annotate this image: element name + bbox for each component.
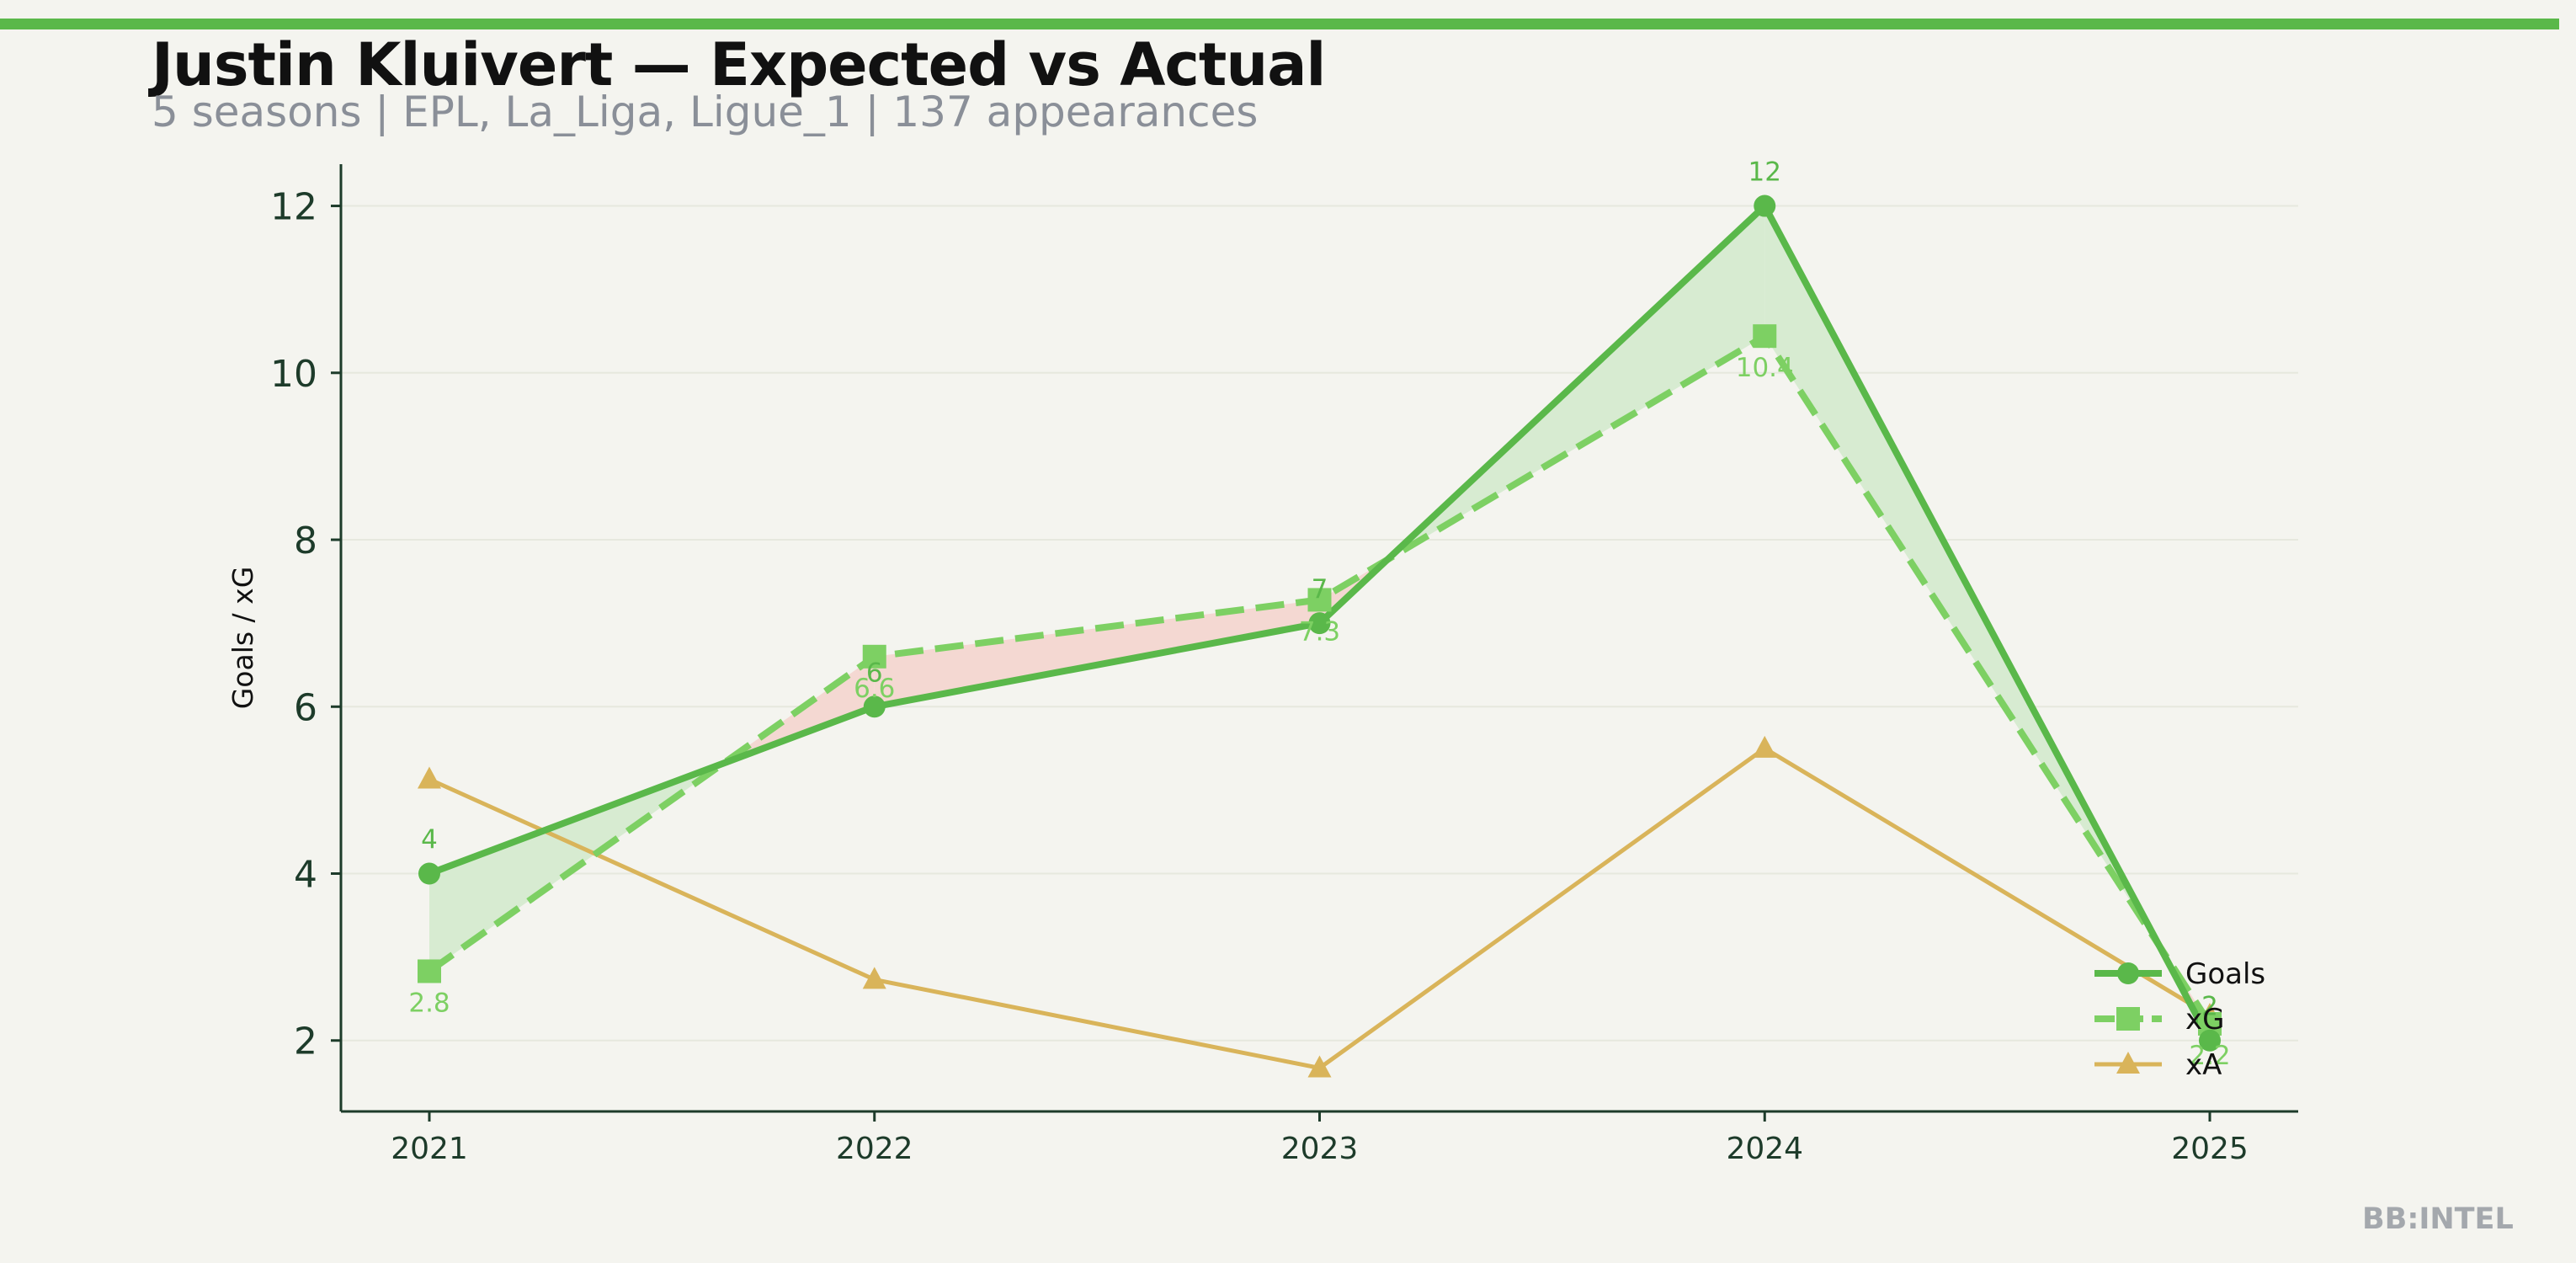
x-tick-label: 2023 <box>1281 1132 1359 1166</box>
series-markers <box>418 195 2222 1078</box>
legend-xa-marker <box>2116 1052 2140 1074</box>
xa-marker <box>418 766 441 789</box>
goals-marker <box>418 862 440 885</box>
y-axis-label: Goals / xG <box>226 567 259 710</box>
xg-data-label: 6.6 <box>854 674 895 704</box>
x-tick-label: 2025 <box>2171 1132 2249 1166</box>
axes: 2 4 6 8 10 12 2021 2022 2023 2024 2025 Goals / xG <box>226 164 2298 1166</box>
xg-data-label: 10.4 <box>1736 353 1794 383</box>
x-tick-label: 2021 <box>391 1132 468 1166</box>
chart-title: Justin Kluivert — Expected vs Actual <box>152 30 1326 99</box>
xg-marker <box>1753 324 1777 349</box>
data-labels: 4 6 7 12 2 2.8 6.6 7.3 10.4 2.2 <box>408 157 2230 1071</box>
grid-lines <box>341 205 2298 1042</box>
chart-subtitle: 5 seasons | EPL, La_Liga, Ligue_1 | 137 … <box>152 88 1259 136</box>
goals-data-label: 6 <box>866 658 883 688</box>
y-tick-label: 10 <box>270 353 317 396</box>
legend-goals-label: Goals <box>2185 957 2265 991</box>
x-tick-label: 2022 <box>836 1132 913 1166</box>
y-tick-label: 8 <box>294 520 317 562</box>
y-tick-label: 2 <box>294 1021 317 1063</box>
goals-data-label: 4 <box>421 825 438 855</box>
xg-line <box>427 333 2213 1026</box>
xg-marker <box>1307 588 1332 612</box>
legend-xa-label: xA <box>2185 1048 2222 1082</box>
goals-data-label: 12 <box>1748 157 1781 188</box>
difference-fill <box>874 600 1320 707</box>
y-tick-label: 4 <box>294 854 317 897</box>
goals-marker <box>2199 1029 2221 1052</box>
y-tick-label: 12 <box>270 186 317 229</box>
brand-watermark: BB:INTEL <box>2362 1202 2514 1236</box>
goals-data-label: 2 <box>2201 992 2218 1022</box>
xg-data-label: 2.8 <box>408 988 450 1018</box>
legend-goals-marker <box>2117 962 2139 984</box>
y-tick-label: 6 <box>294 686 317 729</box>
accent-bar <box>0 19 2559 29</box>
goals-marker <box>863 695 886 718</box>
xa-marker <box>1307 1055 1332 1078</box>
legend-xg-marker <box>2116 1007 2140 1031</box>
legend-xg-label: xG <box>2185 1003 2224 1037</box>
goals-marker <box>1308 612 1331 635</box>
x-tick-label: 2024 <box>1726 1132 1803 1166</box>
xa-marker <box>862 967 886 989</box>
xa-marker <box>1753 735 1777 758</box>
xg-data-label: 7.3 <box>1299 616 1340 647</box>
goals-data-label: 7 <box>1312 574 1328 605</box>
xg-data-label: 2.2 <box>2189 1041 2230 1071</box>
legend: Goals xG xA <box>2094 957 2265 1082</box>
xg-marker <box>862 644 886 669</box>
xa-line <box>428 746 2211 1070</box>
goals-marker <box>1754 195 1776 217</box>
xg-marker <box>418 959 441 983</box>
